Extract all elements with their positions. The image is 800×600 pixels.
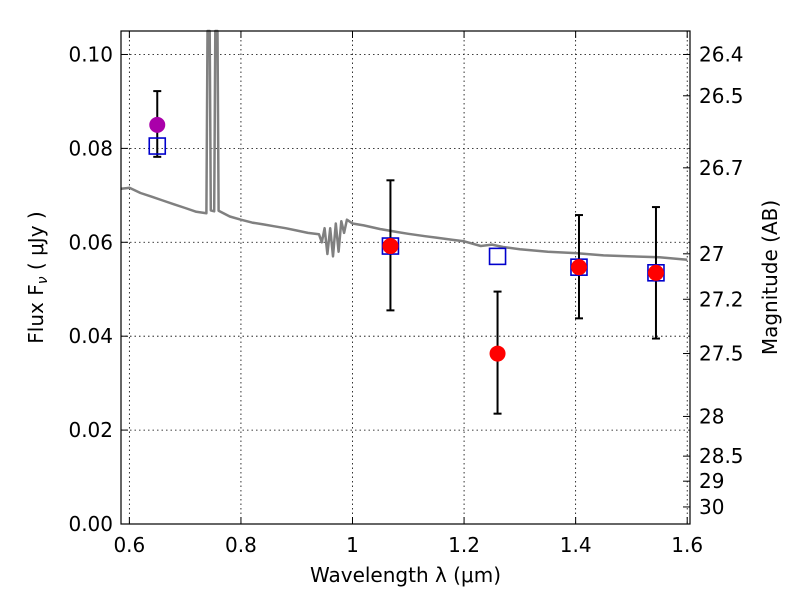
observed-points	[149, 116, 664, 362]
y-tick-label: 0.10	[68, 42, 113, 66]
y-axis-label-unit: ( μJy )	[24, 211, 48, 276]
y-tick-label: 0.06	[68, 230, 113, 254]
x-axis-label: Wavelength λ (μm)	[310, 563, 501, 587]
x-tick-label: 1.2	[448, 533, 480, 557]
y-axis-label: Flux Fν ( μJy )	[24, 211, 51, 343]
error-bars	[153, 90, 660, 415]
observed-point	[489, 345, 506, 362]
x-tick-label: 1.6	[671, 533, 703, 557]
y-tick-label: 0.08	[68, 136, 113, 160]
plot-frame	[120, 30, 691, 525]
y2-tick-label: 28	[699, 404, 724, 428]
tick-labels: 0.6 0.8 1 1.2 1.4 1.6 0.00 0.02 0.04 0.06 0.08 0.10…	[68, 42, 743, 557]
model-flux-square	[488, 247, 507, 266]
sed-model-line	[120, 29, 688, 261]
y-tick-label: 0.04	[68, 324, 113, 348]
model-flux-squares	[148, 137, 665, 282]
observed-point	[382, 238, 399, 255]
y-axis-label-sub: ν	[35, 276, 51, 284]
y2-tick-label: 27.2	[699, 287, 744, 311]
x-tick-label: 1	[346, 533, 359, 557]
y2-tick-label: 28.5	[699, 444, 744, 468]
observed-point	[570, 259, 587, 276]
axis-ticks	[121, 31, 690, 525]
y2-tick-label: 29	[699, 469, 724, 493]
y-tick-label: 0.00	[68, 512, 113, 536]
y2-tick-label: 30	[699, 495, 724, 519]
x-tick-label: 0.6	[113, 533, 145, 557]
y2-tick-label: 26.7	[699, 156, 744, 180]
model-flux-square	[148, 137, 167, 155]
observed-point	[647, 264, 664, 281]
x-tick-label: 0.8	[225, 533, 257, 557]
y-tick-label: 0.02	[68, 418, 113, 442]
y-axis-label-main: Flux F	[24, 284, 48, 343]
y2-axis-label: Magnitude (AB)	[758, 200, 782, 355]
y2-tick-label: 27.5	[699, 342, 744, 366]
observed-point	[149, 116, 166, 133]
x-tick-label: 1.4	[560, 533, 592, 557]
y2-tick-label: 26.5	[699, 84, 744, 108]
y2-tick-label: 26.4	[699, 42, 744, 66]
y2-tick-label: 27	[699, 242, 724, 266]
sed-model-layer	[120, 29, 688, 261]
